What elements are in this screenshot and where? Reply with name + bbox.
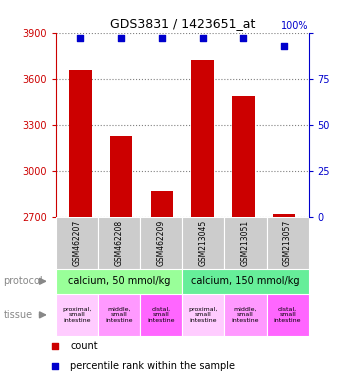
Text: GSM213057: GSM213057 — [283, 220, 292, 266]
Bar — [182, 294, 225, 336]
Bar — [56, 217, 98, 269]
Point — [281, 43, 287, 49]
Bar — [69, 70, 92, 217]
Title: GDS3831 / 1423651_at: GDS3831 / 1423651_at — [110, 17, 255, 30]
Bar — [98, 217, 140, 269]
Text: tissue: tissue — [4, 310, 33, 320]
Bar — [191, 60, 214, 217]
Text: GSM213045: GSM213045 — [199, 220, 208, 266]
Bar — [266, 217, 309, 269]
Bar — [182, 217, 225, 269]
Bar — [140, 217, 182, 269]
Point — [78, 35, 83, 41]
Point — [200, 35, 205, 41]
Bar — [182, 269, 309, 294]
Text: distal,
small
intestine: distal, small intestine — [274, 306, 301, 323]
Text: GSM462209: GSM462209 — [157, 220, 166, 266]
Text: percentile rank within the sample: percentile rank within the sample — [70, 361, 235, 371]
Text: protocol: protocol — [4, 276, 43, 286]
Text: middle,
small
intestine: middle, small intestine — [232, 306, 259, 323]
Text: count: count — [70, 341, 98, 351]
Text: calcium, 150 mmol/kg: calcium, 150 mmol/kg — [191, 276, 300, 286]
Text: distal,
small
intestine: distal, small intestine — [148, 306, 175, 323]
Bar — [140, 294, 182, 336]
Bar — [110, 136, 132, 217]
Text: proximal,
small
intestine: proximal, small intestine — [62, 306, 92, 323]
Text: GSM213051: GSM213051 — [241, 220, 250, 266]
Text: proximal,
small
intestine: proximal, small intestine — [189, 306, 218, 323]
Point — [52, 363, 58, 369]
Text: GSM462208: GSM462208 — [115, 220, 123, 266]
Text: middle,
small
intestine: middle, small intestine — [105, 306, 133, 323]
Point — [240, 35, 246, 41]
Bar — [266, 294, 309, 336]
Text: calcium, 50 mmol/kg: calcium, 50 mmol/kg — [68, 276, 170, 286]
Point — [52, 343, 58, 349]
Bar — [232, 96, 255, 217]
Text: 100%: 100% — [281, 21, 309, 31]
Bar — [225, 217, 266, 269]
Point — [118, 35, 124, 41]
Bar — [56, 269, 182, 294]
Bar — [151, 191, 173, 217]
Text: GSM462207: GSM462207 — [73, 220, 82, 266]
Point — [159, 35, 165, 41]
Bar — [273, 214, 295, 217]
Bar — [56, 294, 98, 336]
Bar — [225, 294, 266, 336]
Bar — [98, 294, 140, 336]
